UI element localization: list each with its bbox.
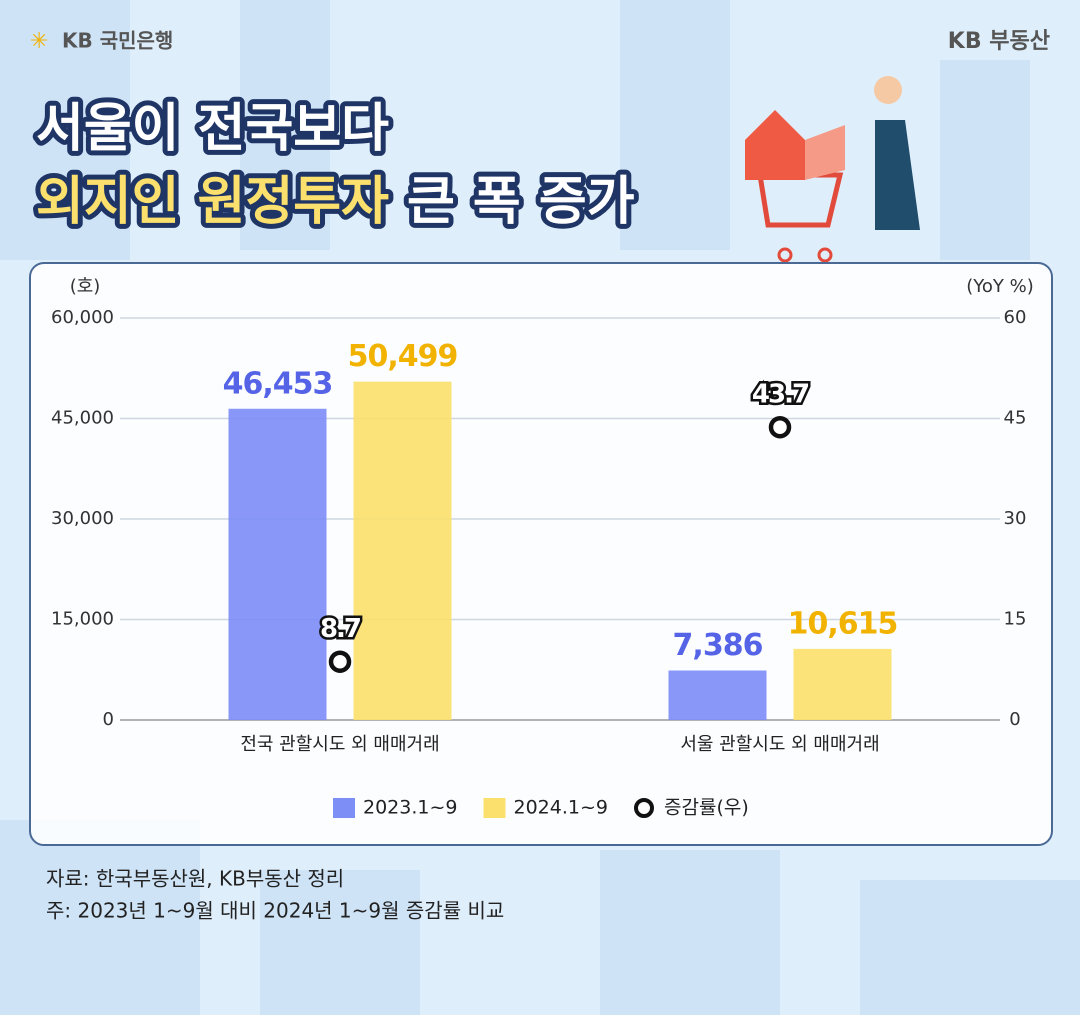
brand-logo: ✳ bbox=[30, 29, 48, 54]
note: 주: 2023년 1~9월 대비 2024년 1~9월 증감률 비교 bbox=[46, 899, 504, 923]
rate-label: 43.7 bbox=[752, 380, 809, 410]
brand-left: KB 국민은행 bbox=[62, 29, 173, 53]
y2-tick-label: 30 bbox=[1004, 508, 1027, 529]
x-tick-label: 전국 관할시도 외 매매거래 bbox=[240, 734, 439, 755]
value-label: 7,386 bbox=[673, 628, 763, 663]
rate-label: 8.7 bbox=[320, 614, 361, 644]
value-label: 46,453 bbox=[223, 366, 333, 401]
legend-marker bbox=[634, 798, 654, 818]
title-line: 서울이 전국보다 bbox=[36, 99, 389, 159]
illustration bbox=[745, 76, 920, 263]
bar bbox=[353, 381, 452, 720]
y-tick-label: 30,000 bbox=[51, 508, 114, 529]
y-axis-label: (호) bbox=[70, 276, 101, 297]
y-tick-label: 60,000 bbox=[51, 307, 114, 328]
value-label: 10,615 bbox=[788, 606, 898, 641]
y-tick-label: 45,000 bbox=[51, 408, 114, 429]
source: 자료: 한국부동산원, KB부동산 정리 bbox=[46, 867, 344, 891]
y2-tick-label: 60 bbox=[1004, 307, 1027, 328]
title-rest: 큰 폭 증가 bbox=[407, 172, 635, 232]
bar bbox=[668, 670, 767, 720]
bar bbox=[228, 408, 327, 720]
title: 서울이 전국보다 외지인 원정투자 큰 폭 증가 bbox=[31, 94, 640, 237]
legend-label: 증감률(우) bbox=[664, 797, 749, 819]
title-highlight: 외지인 원정투자 bbox=[36, 172, 389, 232]
rate-marker bbox=[768, 415, 792, 439]
y-tick-label: 0 bbox=[103, 709, 114, 730]
brand-right: KB 부동산 bbox=[948, 29, 1050, 54]
legend-swatch bbox=[483, 798, 506, 818]
legend-swatch bbox=[333, 798, 355, 818]
rate-marker bbox=[328, 650, 352, 673]
plot: (호) (YoY %) 0 15,000 30,000 45,000 60,000 0 15 30… bbox=[51, 276, 1034, 819]
value-label: 50,499 bbox=[348, 339, 458, 374]
bar bbox=[793, 648, 892, 720]
y2-tick-label: 45 bbox=[1004, 408, 1027, 429]
y2-tick-label: 0 bbox=[1009, 709, 1020, 730]
chart-panel bbox=[29, 262, 1053, 846]
x-tick-label: 서울 관할시도 외 매매거래 bbox=[680, 734, 879, 755]
y2-axis-label: (YoY %) bbox=[966, 276, 1033, 297]
legend-label: 2023.1~9 bbox=[363, 797, 458, 819]
title-line: 외지인 원정투자 큰 폭 증가 bbox=[36, 172, 635, 232]
y-tick-label: 15,000 bbox=[51, 609, 114, 630]
legend-label: 2024.1~9 bbox=[514, 797, 609, 819]
y2-tick-label: 15 bbox=[1004, 609, 1027, 630]
